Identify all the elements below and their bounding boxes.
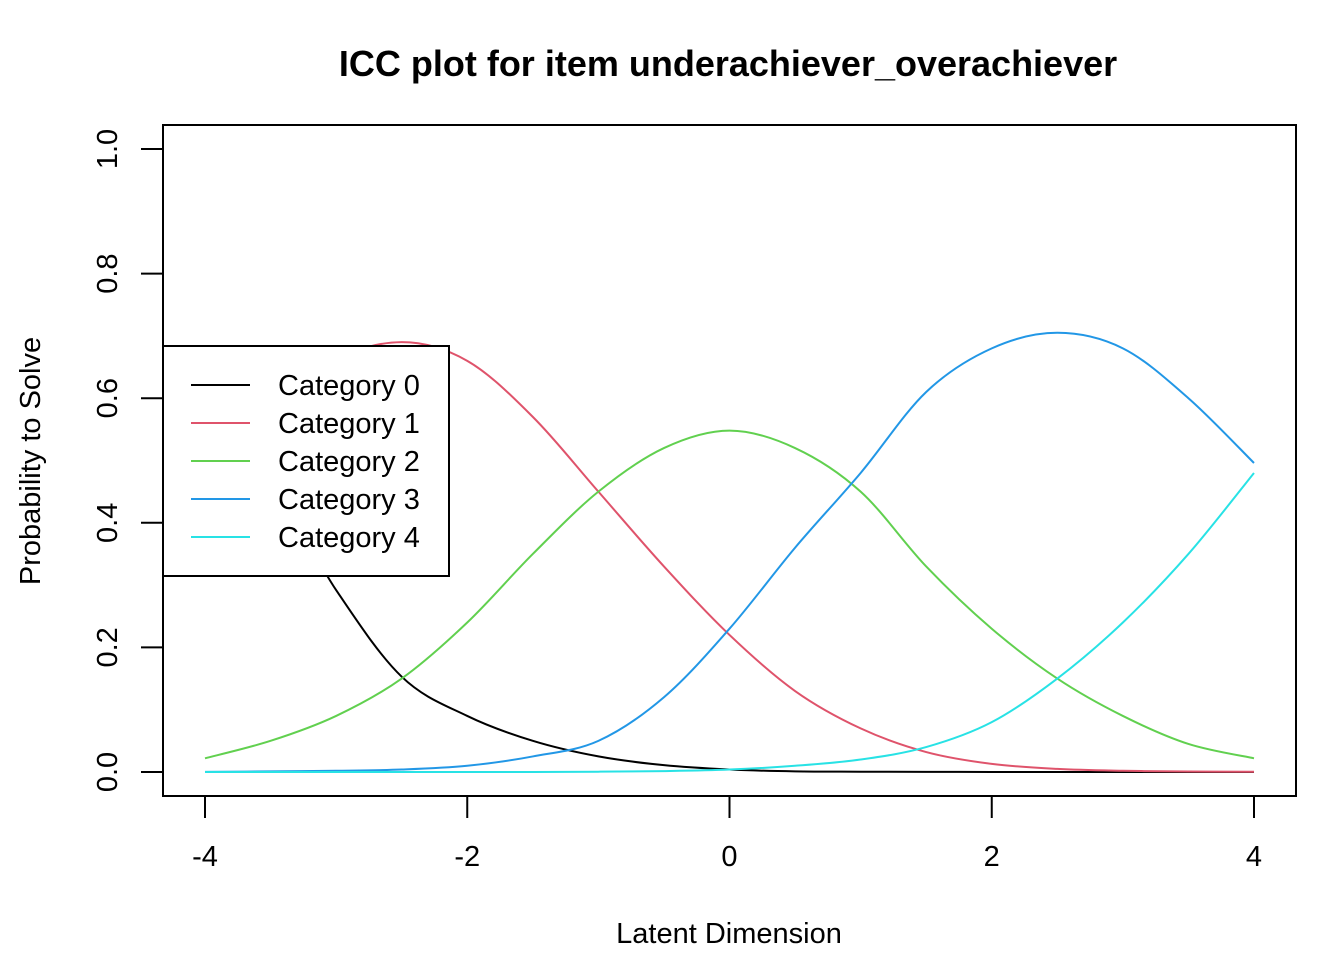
series-line-category-3	[204, 331, 1255, 773]
x-axis: -4 -2 0 2 4	[192, 795, 1262, 873]
y-tick-label: 0.2	[92, 627, 124, 667]
y-tick-label: 0.0	[92, 752, 124, 792]
legend-label-category-2: Category 2	[278, 446, 420, 478]
x-axis-label: Latent Dimension	[616, 918, 842, 950]
series-line-category-2	[204, 429, 1255, 760]
y-tick-label: 0.8	[92, 253, 124, 293]
legend-label-category-4: Category 4	[278, 522, 420, 554]
legend: Category 0 Category 1 Category 2 Category 3…	[162, 345, 450, 577]
chart-title: ICC plot for item underachiever_overachi…	[339, 43, 1117, 84]
legend-label-category-3: Category 3	[278, 484, 420, 516]
y-tick-label: 1.0	[92, 129, 124, 169]
y-tick-label: 0.4	[92, 503, 124, 543]
x-tick-label: 4	[1246, 841, 1262, 873]
y-axis-label: Probability to Solve	[15, 337, 47, 585]
y-axis: 0.0 0.2 0.4 0.6 0.8 1.0	[92, 129, 164, 792]
x-tick-label: 2	[984, 841, 1000, 873]
legend-label-category-0: Category 0	[278, 370, 420, 402]
legend-label-category-1: Category 1	[278, 408, 420, 440]
y-tick-label: 0.6	[92, 378, 124, 418]
x-tick-label: 0	[721, 841, 737, 873]
x-tick-label: -4	[192, 841, 218, 873]
series-line-category-4	[205, 472, 1255, 774]
x-tick-label: -2	[454, 841, 480, 873]
